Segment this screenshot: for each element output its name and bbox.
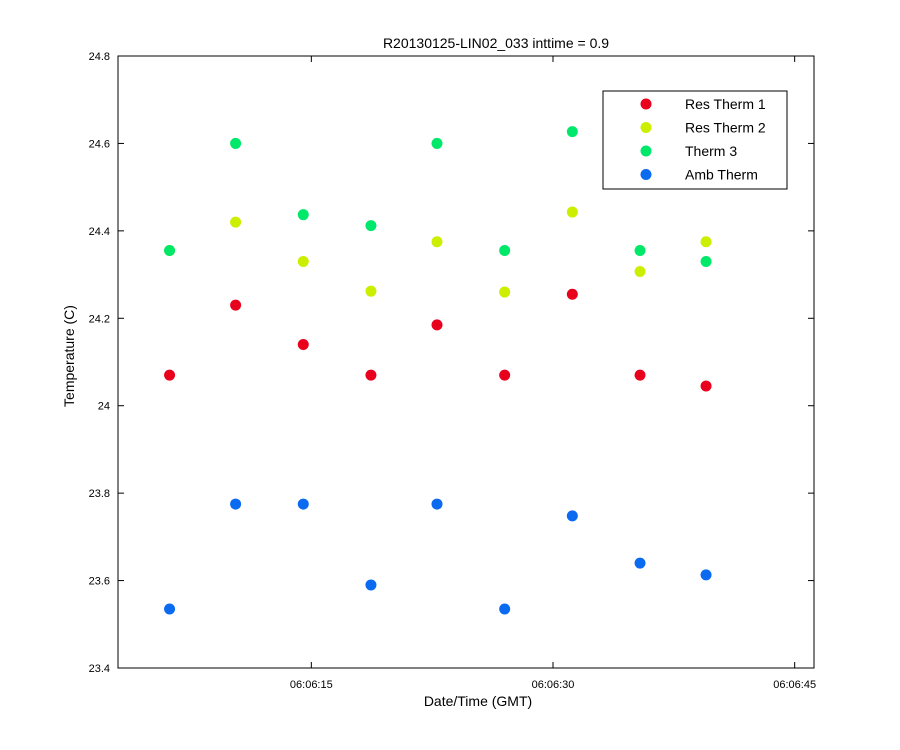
data-point (499, 369, 511, 381)
legend-box (602, 90, 788, 190)
data-points (164, 126, 712, 615)
legend: Res Therm 1 Res Therm 2 Therm 3 Amb Therm (602, 90, 788, 190)
series-amb-therm (164, 498, 712, 615)
data-point (297, 209, 309, 221)
data-point (365, 369, 377, 381)
data-point (230, 498, 242, 510)
data-point (431, 319, 443, 331)
data-point (164, 603, 176, 615)
x-tick-label: 06:06:30 (532, 679, 575, 691)
data-point (164, 369, 176, 381)
data-point (566, 206, 578, 218)
series-res-therm-1 (164, 288, 712, 392)
data-point (499, 286, 511, 298)
data-point (634, 557, 646, 569)
y-axis-ticks: 23.4 23.6 23.8 24 24.2 24.4 24.6 24.8 (89, 51, 814, 675)
y-tick-label: 24.6 (89, 138, 110, 150)
data-point (297, 498, 309, 510)
x-axis-title: Date/Time (GMT) (424, 693, 532, 709)
chart-title: R20130125-LIN02_033 inttime = 0.9 (383, 35, 609, 51)
y-tick-label: 24.4 (89, 226, 110, 238)
data-point (365, 220, 377, 232)
legend-marker (640, 145, 652, 157)
legend-marker (640, 169, 652, 180)
data-point (297, 339, 309, 351)
y-tick-label: 24 (98, 401, 110, 413)
legend-entry: Therm 3 (685, 143, 737, 159)
data-point (700, 380, 712, 392)
y-tick-label: 23.6 (89, 576, 110, 588)
legend-entry: Res Therm 2 (685, 120, 766, 136)
y-tick-label: 23.4 (89, 663, 110, 675)
data-point (566, 510, 578, 522)
y-axis-title: Temperature (C) (61, 305, 77, 407)
data-point (365, 579, 377, 591)
x-tick-label: 06:06:45 (773, 679, 816, 691)
data-point (634, 245, 646, 257)
y-tick-label: 24.8 (89, 51, 110, 63)
data-point (566, 288, 578, 300)
data-point (297, 255, 309, 267)
y-tick-label: 23.8 (89, 488, 110, 500)
data-point (230, 216, 242, 228)
data-point (431, 498, 443, 510)
data-point (700, 255, 712, 267)
data-point (365, 285, 377, 297)
data-point (566, 126, 578, 138)
data-point (431, 236, 443, 248)
x-axis-ticks: 06:06:15 06:06:30 06:06:45 (290, 56, 816, 691)
x-tick-label: 06:06:15 (290, 679, 333, 691)
legend-marker (640, 98, 652, 110)
data-point (499, 245, 511, 257)
data-point (700, 569, 712, 581)
legend-entry: Res Therm 1 (685, 96, 766, 112)
data-point (499, 603, 511, 615)
legend-entry: Amb Therm (685, 167, 758, 183)
data-point (230, 137, 242, 149)
series-therm-3 (164, 126, 712, 267)
data-point (634, 266, 646, 278)
data-point (230, 299, 242, 311)
data-point (700, 236, 712, 248)
data-point (431, 137, 443, 149)
data-point (164, 245, 176, 257)
y-tick-label: 24.2 (89, 313, 110, 325)
legend-marker (640, 122, 652, 133)
data-point (634, 369, 646, 381)
